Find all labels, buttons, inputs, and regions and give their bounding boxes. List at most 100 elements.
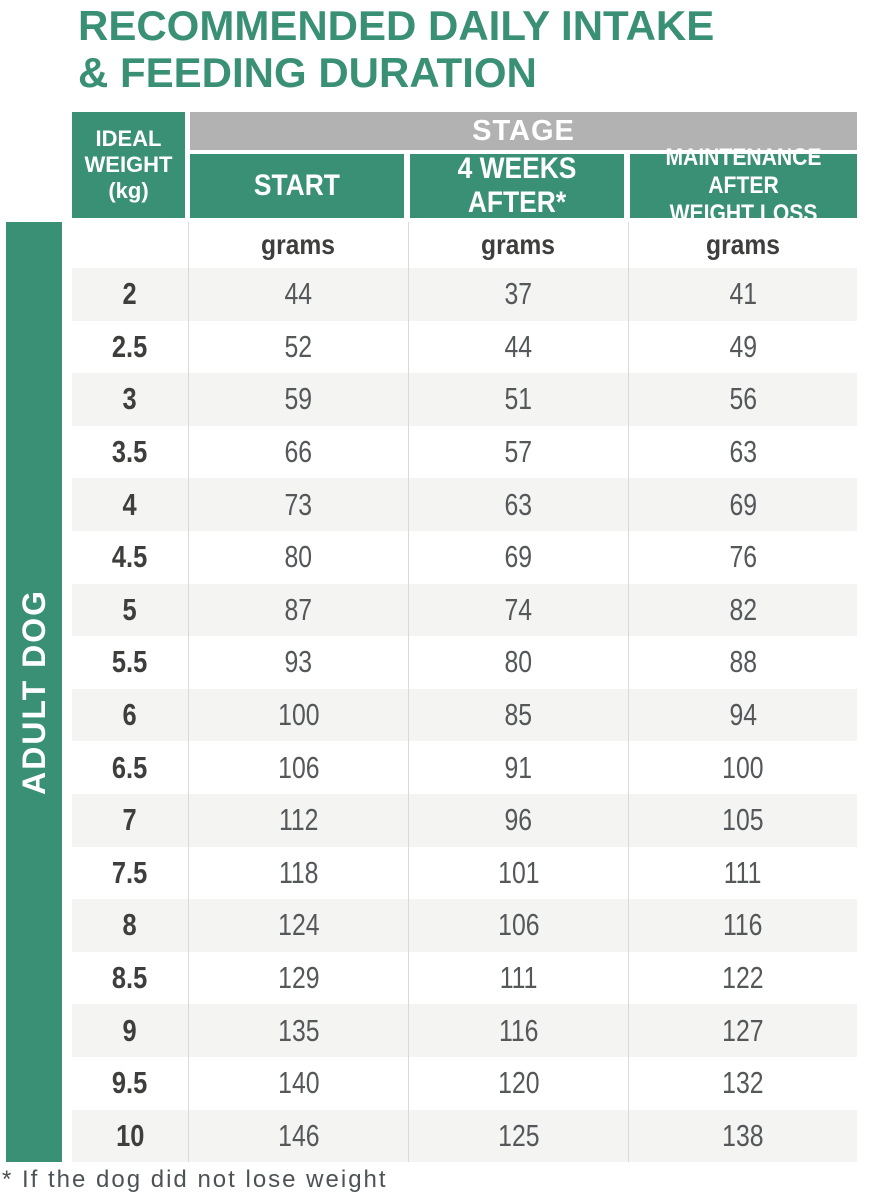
- maintenance-value-cell: 41: [729, 276, 757, 312]
- table-row: 3 59 51 56: [72, 373, 857, 426]
- table-row: 8.5 129 111 122: [72, 951, 857, 1005]
- maintenance-value-cell: 63: [729, 434, 757, 470]
- maintenance-value-cell: 88: [729, 644, 757, 680]
- 4-weeks-after-value-cell: 106: [497, 907, 540, 943]
- maintenance-value-cell: 132: [722, 1065, 764, 1101]
- 4-weeks-after-value-cell: 116: [498, 1012, 539, 1048]
- table-row: 7.5 118 101 111: [72, 846, 857, 900]
- maintenance-value-cell: 116: [723, 907, 763, 943]
- start-value-cell: 124: [277, 907, 320, 943]
- start-value-cell: 146: [277, 1117, 320, 1153]
- 4-weeks-after-value-cell: 111: [499, 960, 538, 996]
- maintenance-value-cell: 105: [722, 802, 764, 838]
- weight-cell: 6: [122, 697, 138, 733]
- start-value-cell: 87: [284, 591, 313, 627]
- start-value-cell: 59: [284, 381, 313, 417]
- ideal-weight-header: IDEAL WEIGHT (kg): [72, 112, 185, 218]
- 4-weeks-after-value-cell: 74: [504, 591, 533, 627]
- table-row: 10 146 125 138: [72, 1109, 857, 1163]
- maintenance-value-cell: 56: [729, 381, 757, 417]
- maintenance-value-cell: 127: [722, 1012, 764, 1048]
- maintenance-value-cell: 49: [729, 328, 757, 364]
- start-value-cell: 112: [278, 802, 319, 838]
- weight-cell: 7: [122, 802, 138, 838]
- 4-weeks-after-value-cell: 63: [504, 486, 533, 522]
- column-header-4-weeks-after: 4 WEEKS AFTER*: [410, 152, 624, 219]
- maintenance-value-cell: 111: [724, 854, 762, 890]
- units-row: grams grams grams: [72, 222, 857, 268]
- table-row: 2 44 37 41: [72, 268, 857, 321]
- weight-cell: 8.5: [112, 960, 148, 996]
- maintenance-value-cell: 94: [729, 697, 757, 733]
- table-row: 2.5 52 44 49: [72, 320, 857, 374]
- 4-weeks-after-value-cell: 96: [504, 802, 533, 838]
- column-headers: START 4 WEEKS AFTER* MAINTENANCE AFTER W…: [190, 144, 857, 227]
- weight-cell: 4: [122, 486, 138, 522]
- footnote: * If the dog did not lose weight: [2, 1166, 388, 1193]
- 4-weeks-after-value-cell: 80: [504, 644, 533, 680]
- units-row-empty-cell: [72, 222, 188, 268]
- table-row: 4.5 80 69 76: [72, 530, 857, 584]
- start-value-cell: 118: [278, 854, 319, 890]
- start-value-cell: 44: [284, 276, 313, 312]
- start-value-cell: 140: [277, 1065, 320, 1101]
- weight-cell: 5.5: [112, 644, 148, 680]
- 4-weeks-after-value-cell: 101: [497, 854, 540, 890]
- page-title-line2: & FEEDING DURATION: [78, 49, 537, 96]
- unit-label: grams: [706, 229, 780, 260]
- sidebar-adult-dog: ADULT DOG: [6, 222, 62, 1162]
- table-row: 9 135 116 127: [72, 1004, 857, 1057]
- weight-cell: 2: [122, 276, 138, 312]
- weight-cell: 3.5: [112, 434, 148, 470]
- maintenance-value-cell: 122: [722, 960, 764, 996]
- weight-cell: 10: [115, 1117, 145, 1153]
- start-value-cell: 100: [277, 697, 320, 733]
- 4-weeks-after-value-cell: 125: [497, 1117, 540, 1153]
- table-row: 9.5 140 120 132: [72, 1056, 857, 1110]
- start-value-cell: 73: [284, 486, 313, 522]
- maintenance-value-cell: 100: [722, 749, 764, 785]
- weight-cell: 7.5: [112, 854, 148, 890]
- unit-label: grams: [481, 229, 556, 260]
- table-row: 8 124 106 116: [72, 899, 857, 952]
- start-value-cell: 135: [277, 1012, 320, 1048]
- maintenance-value-cell: 82: [729, 591, 757, 627]
- weight-cell: 5: [122, 591, 138, 627]
- weight-cell: 3: [122, 381, 138, 417]
- weight-cell: 6.5: [112, 749, 148, 785]
- 4-weeks-after-value-cell: 69: [504, 539, 533, 575]
- table-row: 6.5 106 91 100: [72, 741, 857, 794]
- stage-header: STAGE: [190, 112, 857, 150]
- feeding-table: IDEAL WEIGHT (kg) STAGE START 4 WEEKS AF…: [72, 112, 857, 1163]
- table-row: 6 100 85 94: [72, 688, 857, 742]
- column-header-start: START: [190, 154, 404, 218]
- maintenance-value-cell: 138: [722, 1117, 764, 1153]
- weight-cell: 2.5: [112, 328, 148, 364]
- 4-weeks-after-value-cell: 37: [504, 276, 533, 312]
- sidebar-label: ADULT DOG: [15, 589, 52, 795]
- start-value-cell: 93: [284, 644, 313, 680]
- start-value-cell: 52: [284, 328, 313, 364]
- table-row: 5.5 93 80 88: [72, 636, 857, 689]
- 4-weeks-after-value-cell: 57: [504, 434, 533, 470]
- page-title: RECOMMENDED DAILY INTAKE & FEEDING DURAT…: [78, 2, 714, 96]
- 4-weeks-after-value-cell: 51: [504, 381, 533, 417]
- column-header-maintenance: MAINTENANCE AFTER WEIGHT LOSS: [630, 144, 857, 227]
- maintenance-value-cell: 76: [729, 539, 757, 575]
- maintenance-value-cell: 69: [729, 486, 757, 522]
- start-value-cell: 80: [284, 539, 313, 575]
- weight-cell: 8: [122, 907, 138, 943]
- 4-weeks-after-value-cell: 91: [504, 749, 533, 785]
- weight-cell: 9.5: [112, 1065, 148, 1101]
- table-row: 5 87 74 82: [72, 583, 857, 637]
- unit-label: grams: [261, 229, 336, 260]
- start-value-cell: 106: [277, 749, 320, 785]
- start-value-cell: 129: [277, 960, 320, 996]
- 4-weeks-after-value-cell: 120: [497, 1065, 540, 1101]
- 4-weeks-after-value-cell: 85: [504, 697, 533, 733]
- weight-cell: 9: [122, 1012, 138, 1048]
- start-value-cell: 66: [284, 434, 313, 470]
- table-row: 3.5 66 57 63: [72, 425, 857, 479]
- 4-weeks-after-value-cell: 44: [504, 328, 533, 364]
